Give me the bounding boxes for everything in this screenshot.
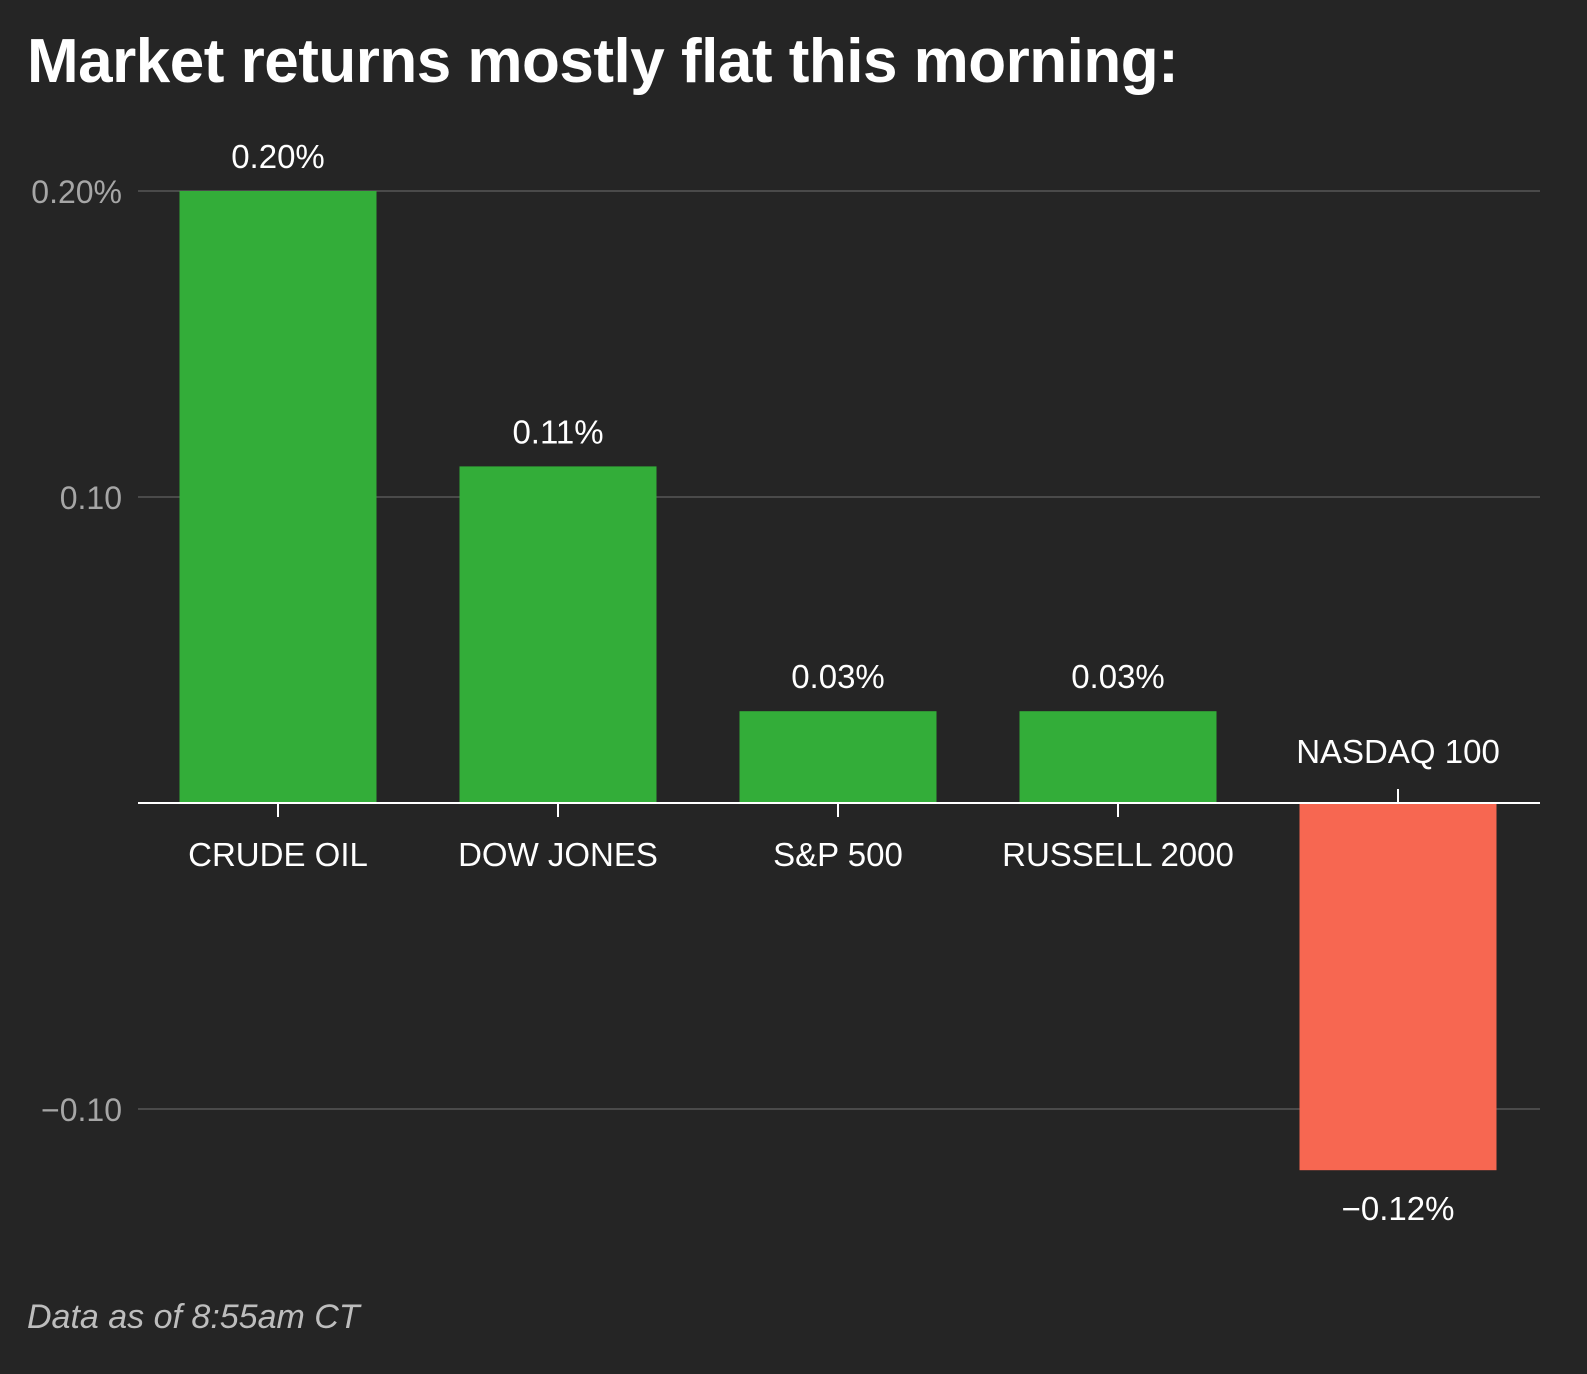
data-label: 0.20%	[231, 138, 325, 175]
bar	[179, 191, 377, 803]
bar	[739, 711, 937, 803]
y-tick-label: 0.20%	[31, 174, 122, 210]
y-tick-label: −0.10	[41, 1092, 122, 1128]
labels: 0.20% CRUDE OIL 0.11% DOW JONES 0.03% S&P 500…	[188, 138, 1500, 1227]
bar	[1019, 711, 1217, 803]
zero-axis	[138, 789, 1540, 817]
bar	[1299, 803, 1497, 1171]
bars	[179, 191, 1497, 1171]
data-label: 0.03%	[1071, 658, 1165, 695]
y-axis-tick-labels: 0.20% 0.10 −0.10	[31, 174, 122, 1128]
y-tick-label: 0.10	[60, 480, 122, 516]
category-label: NASDAQ 100	[1296, 733, 1500, 770]
category-label: CRUDE OIL	[188, 836, 368, 873]
data-label: 0.11%	[512, 413, 603, 450]
category-label: RUSSELL 2000	[1002, 836, 1234, 873]
category-label: DOW JONES	[458, 836, 658, 873]
data-label: 0.03%	[791, 658, 885, 695]
data-label: −0.12%	[1342, 1190, 1455, 1227]
bar	[459, 466, 657, 803]
footnote: Data as of 8:55am CT	[27, 1298, 360, 1336]
category-label: S&P 500	[773, 836, 903, 873]
chart-title: Market returns mostly flat this morning:	[27, 27, 1179, 96]
